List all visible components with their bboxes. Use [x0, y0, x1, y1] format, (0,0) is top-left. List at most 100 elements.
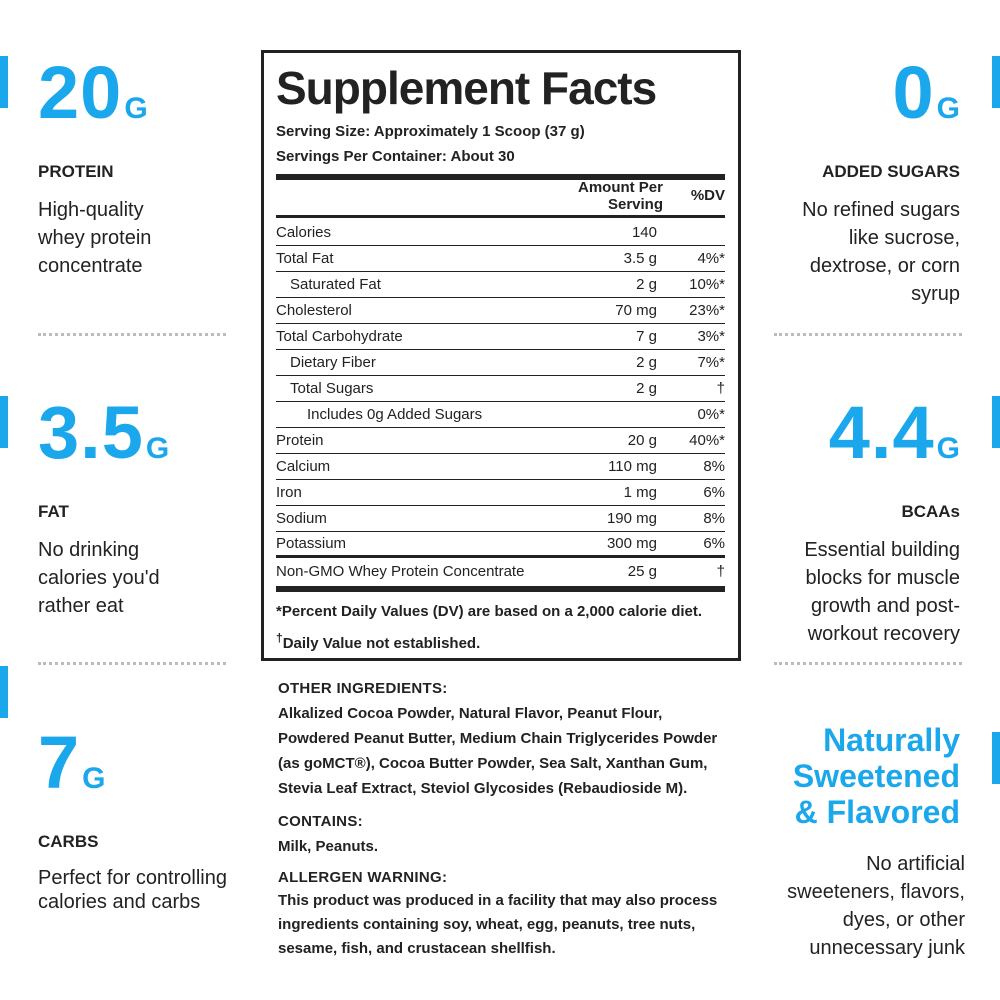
nutrient-amount: 2 g — [636, 354, 657, 371]
other-ingredients-text: Alkalized Cocoa Powder, Natural Flavor, … — [278, 705, 718, 797]
stat-label: PROTEIN — [38, 162, 114, 181]
facts-row: Iron 1 mg 6% — [276, 480, 725, 506]
nutrient-name: Total Fat — [276, 250, 334, 267]
allergen-heading: ALLERGEN WARNING: — [278, 869, 448, 886]
nutrient-name: Dietary Fiber — [290, 354, 376, 371]
accent-bar-left-1 — [0, 56, 8, 108]
stat-protein: 20G PROTEIN High-quality whey protein co… — [38, 56, 238, 280]
facts-row: Dietary Fiber 2 g 7%* — [276, 350, 725, 376]
contains-heading: CONTAINS: — [278, 813, 363, 830]
nutrient-amount: 20 g — [627, 432, 657, 449]
facts-row: Cholesterol 70 mg 23%* — [276, 298, 725, 324]
allergen-text: This product was produced in a facility … — [278, 892, 718, 957]
header-dv: %DV — [690, 187, 725, 204]
stat-number: 0 — [892, 51, 935, 134]
nutrient-name: Sodium — [276, 510, 327, 527]
stat-label: CARBS — [38, 832, 99, 851]
nutrient-amount: 2 g — [636, 380, 657, 397]
nutrient-amount: 300 mg — [606, 535, 657, 552]
nutrient-amount: 3.5 g — [623, 250, 657, 267]
footnote-dagger-text: Daily Value not established. — [282, 635, 481, 652]
stat-description: Perfect for controlling calories and car… — [38, 867, 227, 913]
stat-fat: 3.5G FAT No drinking calories you'd rath… — [38, 396, 238, 620]
nutrient-name: Includes 0g Added Sugars — [307, 406, 483, 423]
nutrient-dv: 4%* — [697, 250, 725, 267]
nutrient-amount: 7 g — [636, 328, 657, 345]
nutrient-dv: 7%* — [697, 354, 725, 371]
facts-row: Saturated Fat 2 g 10%* — [276, 272, 725, 298]
facts-row: Non-GMO Whey Protein Concentrate 25 g † — [276, 558, 725, 584]
nutrient-amount: 190 mg — [606, 510, 657, 527]
nutrient-amount: 25 g — [627, 562, 657, 580]
accent-bar-right-1 — [992, 56, 1000, 108]
stat-added-sugars: 0G ADDED SUGARS No refined sugars like s… — [760, 56, 960, 308]
nutrient-dv: 6% — [703, 484, 725, 501]
nutrient-dv: 23%* — [689, 302, 725, 319]
facts-row: Protein 20 g 40%* — [276, 428, 725, 454]
footnote-dv: *Percent Daily Values (DV) are based on … — [276, 603, 703, 620]
nutrient-name: Iron — [276, 484, 302, 501]
stat-label: BCAAs — [901, 502, 960, 521]
thick-rule — [276, 174, 725, 180]
nutrient-name: Total Carbohydrate — [276, 328, 403, 345]
stat-number: 20 — [38, 51, 123, 134]
nutrient-name: Total Sugars — [290, 380, 374, 397]
stat-number: 4.4 — [828, 391, 935, 474]
nutrient-name: Potassium — [276, 535, 347, 552]
facts-row: Calcium 110 mg 8% — [276, 454, 725, 480]
ingredients-block: OTHER INGREDIENTS: Alkalized Cocoa Powde… — [278, 676, 728, 961]
stat-description: No artificial sweeteners, flavors, dyes,… — [787, 853, 965, 959]
stat-value: 0G — [760, 56, 961, 146]
nutrient-name: Protein — [276, 432, 324, 449]
nutrient-dv: 8% — [703, 510, 725, 527]
nutrient-name: Saturated Fat — [290, 276, 381, 293]
dagger-symbol: † — [276, 631, 283, 645]
nutrient-name: Calcium — [276, 458, 331, 475]
facts-row: Total Fat 3.5 g 4%* — [276, 246, 725, 272]
stat-description: No refined sugars like sucrose, dextrose… — [802, 199, 960, 305]
accent-bar-right-2 — [992, 396, 1000, 448]
supplement-facts-panel: Supplement Facts Serving Size: Approxima… — [261, 50, 741, 661]
nutrient-amount: 110 mg — [608, 458, 657, 475]
nutrient-dv: 0%* — [697, 406, 725, 423]
stat-unit: G — [936, 92, 960, 125]
nutrient-name: Calories — [276, 224, 332, 241]
accent-bar-left-3 — [0, 666, 8, 718]
facts-rows: Calories 140 Total Fat 3.5 g 4%* Saturated … — [276, 220, 725, 584]
divider-left-1 — [38, 333, 226, 336]
stat-unit: G — [82, 762, 106, 795]
other-ingredients-heading: OTHER INGREDIENTS: — [278, 680, 448, 697]
facts-row: Potassium 300 mg 6% — [276, 532, 725, 558]
facts-row: Total Sugars 2 g † — [276, 376, 725, 402]
stat-unit: G — [936, 432, 960, 465]
facts-row: Total Carbohydrate 7 g 3%* — [276, 324, 725, 350]
medium-rule — [276, 215, 725, 218]
stat-headline: Naturally Sweetened & Flavored — [792, 722, 960, 830]
footnote-dagger: †Daily Value not established. — [276, 626, 725, 656]
nutrient-dv: 10%* — [689, 276, 725, 293]
servings-per-container: Servings Per Container: About 30 — [276, 148, 515, 165]
nutrient-dv: 40%* — [689, 432, 725, 449]
stat-value: 3.5G — [38, 396, 238, 486]
nutrient-amount: 140 — [631, 224, 657, 241]
nutrient-dv: † — [716, 562, 725, 580]
accent-bar-left-2 — [0, 396, 8, 448]
divider-left-2 — [38, 662, 226, 665]
stat-description: Essential building blocks for muscle gro… — [804, 539, 960, 645]
nutrient-amount: 70 mg — [615, 302, 657, 319]
header-amount: Amount Per Serving — [577, 178, 663, 213]
stat-label: FAT — [38, 502, 69, 521]
stat-unit: G — [145, 432, 170, 465]
facts-header-row: Amount Per Serving %DV — [276, 178, 725, 213]
nutrient-dv: 6% — [703, 535, 725, 552]
facts-row: Includes 0g Added Sugars 0%* — [276, 402, 725, 428]
contains-text: Milk, Peanuts. — [278, 838, 379, 855]
stat-description: No drinking calories you'd rather eat — [38, 539, 160, 617]
stat-bcaas: 4.4G BCAAs Essential building blocks for… — [760, 396, 960, 648]
stat-description: High-quality whey protein concentrate — [38, 199, 152, 277]
nutrient-dv: 3%* — [697, 328, 725, 345]
stat-value: 20G — [38, 56, 238, 146]
stat-unit: G — [124, 92, 148, 125]
nutrient-dv: 8% — [703, 458, 725, 475]
stat-carbs: 7G CARBS Perfect for controlling calorie… — [38, 726, 238, 914]
